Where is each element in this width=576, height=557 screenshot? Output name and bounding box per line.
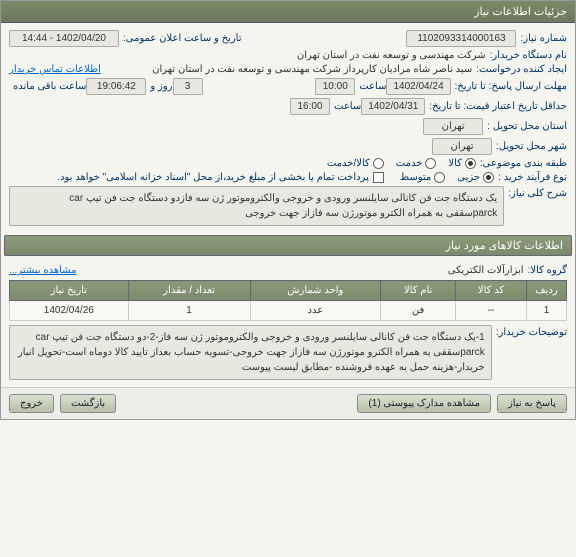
- back-button[interactable]: بازگشت: [60, 394, 116, 413]
- buyer-notes-label: توضیحات خریدار:: [496, 327, 567, 338]
- col-name: نام کالا: [381, 281, 456, 301]
- cell-code: --: [456, 301, 527, 321]
- remaining-label: ساعت باقی مانده: [13, 81, 86, 92]
- deadline-date-field: 1402/04/24: [386, 78, 450, 95]
- radio-dot-icon: [483, 172, 494, 183]
- process-label: نوع فرآیند خرید :: [498, 172, 567, 183]
- contact-link[interactable]: اطلاعات تماس خریدار: [9, 64, 101, 75]
- window-titlebar: جزئیات اطلاعات نیاز: [1, 1, 575, 23]
- buyer-label: نام دستگاه خریدار:: [490, 50, 567, 61]
- requester-label: ایجاد کننده درخواست:: [476, 64, 567, 75]
- cell-row: 1: [527, 301, 567, 321]
- col-unit: واحد شمارش: [250, 281, 381, 301]
- need-desc-box: یک دستگاه جت فن کانالی سایلنسر ورودی و خ…: [9, 186, 504, 226]
- city-deliver-field: تهران: [432, 138, 492, 155]
- footer-bar: پاسخ به نیاز مشاهده مدارک پیوستی (1) باز…: [1, 387, 575, 419]
- window-title: جزئیات اطلاعات نیاز: [474, 6, 567, 18]
- days-field: 3: [173, 78, 203, 95]
- buyer-notes-box: 1-یک دستگاه جت فن کانالی سایلنسر ورودی و…: [9, 325, 492, 380]
- radio-dot-icon: [373, 158, 384, 169]
- cell-date: 1402/04/26: [10, 301, 129, 321]
- goods-table: ردیف کد کالا نام کالا واحد شمارش تعداد /…: [9, 280, 567, 321]
- radio-dot-icon: [465, 158, 476, 169]
- days-label: روز و: [150, 81, 172, 92]
- goods-section-title: اطلاعات کالاهای مورد نیاز: [446, 240, 563, 252]
- remaining-field: 19:06:42: [86, 78, 146, 95]
- attachments-button[interactable]: مشاهده مدارک پیوستی (1): [357, 394, 491, 413]
- validity-date-field: 1402/04/31: [361, 98, 425, 115]
- cell-unit: عدد: [250, 301, 381, 321]
- need-number-label: شماره نیاز:: [520, 33, 567, 44]
- payment-checkbox[interactable]: [373, 172, 384, 183]
- col-code: کد کالا: [456, 281, 527, 301]
- table-row[interactable]: 1 -- فن عدد 1 1402/04/26: [10, 301, 567, 321]
- announce-label: تاریخ و ساعت اعلان عمومی:: [123, 33, 242, 44]
- main-window: جزئیات اطلاعات نیاز شماره نیاز: 11020933…: [0, 0, 576, 420]
- col-qty: تعداد / مقدار: [128, 281, 250, 301]
- city-deliver-label: شهر محل تحویل:: [496, 141, 567, 152]
- cell-qty: 1: [128, 301, 250, 321]
- more-link[interactable]: مشاهده بیشتر...: [9, 265, 76, 276]
- buyer-value: شرکت مهندسی و توسعه نفت در استان تهران: [297, 50, 486, 61]
- table-header-row: ردیف کد کالا نام کالا واحد شمارش تعداد /…: [10, 281, 567, 301]
- deadline-label: مهلت ارسال پاسخ: تا تاریخ:: [455, 81, 567, 92]
- payment-note: پرداخت تمام یا بخشی از مبلغ خرید،از محل …: [57, 172, 369, 183]
- validity-time-field: 16:00: [290, 98, 330, 115]
- radio-dot-icon: [434, 172, 445, 183]
- respond-button[interactable]: پاسخ به نیاز: [497, 394, 567, 413]
- header-content: شماره نیاز: 1102093314000163 تاریخ و ساع…: [1, 23, 575, 233]
- need-number-field: 1102093314000163: [406, 30, 516, 47]
- exit-button[interactable]: خروج: [9, 394, 54, 413]
- validity-label: حداقل تاریخ اعتبار قیمت: تا تاریخ:: [429, 101, 567, 112]
- category-label: طبقه بندی موضوعی:: [480, 158, 567, 169]
- process-radio1[interactable]: جزیی: [457, 172, 494, 183]
- need-desc-label: شرح کلی نیاز:: [508, 188, 567, 199]
- validity-time-label: ساعت: [334, 101, 361, 112]
- process-radio2[interactable]: متوسط: [400, 172, 445, 183]
- city-service-label: استان محل تحویل :: [487, 121, 567, 132]
- process-radio-group: جزیی متوسط: [400, 172, 494, 183]
- radio-service[interactable]: خدمت: [396, 158, 437, 169]
- radio-dot-icon: [425, 158, 436, 169]
- col-row: ردیف: [527, 281, 567, 301]
- requester-value: سید ناصر شاه مرادیان کارپرداز شرکت مهندس…: [152, 64, 472, 75]
- goods-group-value: ابزارآلات الکتریکی: [448, 265, 524, 276]
- goods-content: گروه کالا: ابزارآلات الکتریکی مشاهده بیش…: [1, 258, 575, 387]
- col-date: تاریخ نیاز: [10, 281, 129, 301]
- goods-group-label: گروه کالا:: [528, 265, 567, 276]
- radio-goods[interactable]: کالا: [448, 158, 476, 169]
- radio-goods-service[interactable]: کالا/خدمت: [327, 158, 384, 169]
- deadline-time-label: ساعت: [359, 81, 386, 92]
- cell-name: فن: [381, 301, 456, 321]
- announce-field: 1402/04/20 - 14:44: [9, 30, 119, 47]
- goods-section-header: اطلاعات کالاهای مورد نیاز: [4, 235, 572, 256]
- category-radio-group: کالا خدمت کالا/خدمت: [327, 158, 476, 169]
- city-service-field: تهران: [423, 118, 483, 135]
- deadline-time-field: 10:00: [315, 78, 355, 95]
